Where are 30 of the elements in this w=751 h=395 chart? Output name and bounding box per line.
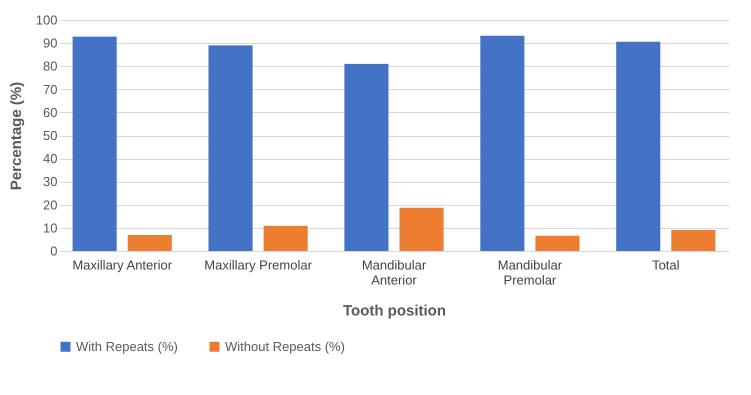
y-tick-label: 100 [36, 12, 58, 28]
bar [264, 226, 308, 251]
y-tick-label: 20 [43, 197, 58, 212]
legend-label: With Repeats (%) [76, 338, 178, 354]
bar [128, 235, 172, 251]
y-axis-title: Percentage (%) [8, 82, 25, 190]
y-tick-label: 30 [43, 174, 58, 190]
bar [671, 230, 716, 251]
x-tick-label: Total [652, 258, 680, 272]
bar [208, 45, 253, 251]
x-axis-title: Tooth position [342, 302, 446, 320]
x-tick-label: Maxillary Premolar [204, 258, 313, 272]
x-tick-label: Mandibular Premolar [498, 258, 563, 288]
bar [72, 36, 117, 251]
y-tick-label: 10 [43, 220, 58, 236]
y-tick-label: 0 [50, 244, 58, 258]
bar [616, 42, 660, 251]
legend-label: Without Repeats (%) [225, 338, 345, 354]
bar [480, 36, 524, 251]
x-tick-label: Maxillary Anterior [72, 258, 173, 272]
bar [535, 236, 580, 251]
y-tick-label: 90 [43, 36, 58, 51]
x-tick-label: Mandibular Anterior [362, 258, 427, 288]
y-tick-label: 40 [43, 151, 58, 166]
y-tick-label: 70 [43, 82, 58, 97]
bar [400, 208, 444, 251]
bar [344, 64, 388, 251]
y-tick-label: 60 [43, 104, 58, 120]
y-tick-label: 80 [43, 58, 58, 74]
y-tick-label: 50 [43, 128, 58, 143]
